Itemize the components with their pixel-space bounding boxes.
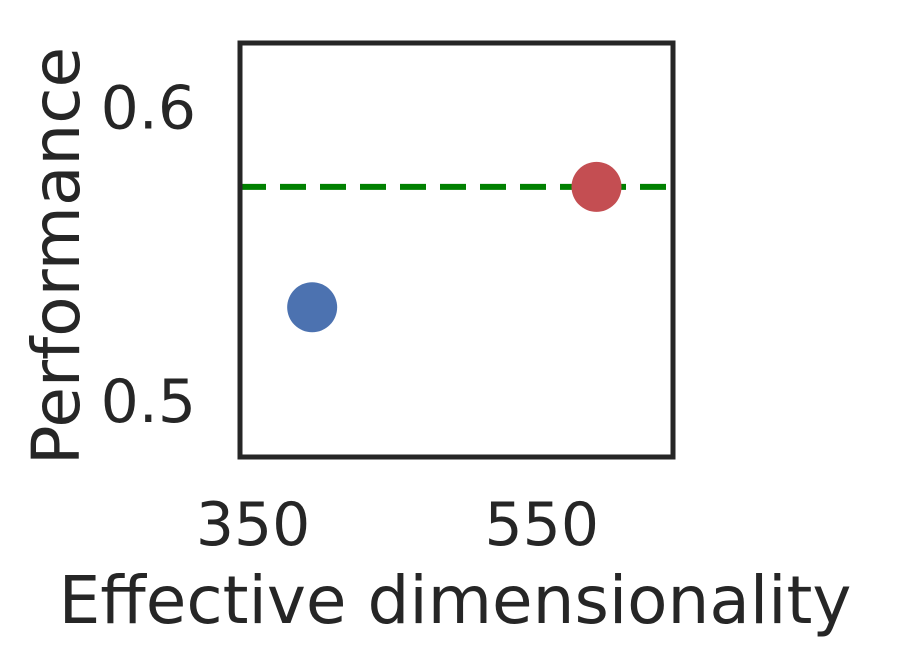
x-axis-label: Effective dimensionality: [59, 562, 852, 639]
x-tick-label-1: 350: [196, 490, 311, 560]
data-point-2: [571, 161, 622, 212]
data-point-1: [287, 282, 338, 333]
y-tick-label-1: 0.5: [101, 367, 196, 437]
y-tick-labels: 0.5 0.6: [101, 74, 196, 438]
y-tick-label-2: 0.6: [101, 74, 196, 144]
x-tick-label-2: 550: [484, 490, 599, 560]
data-points: [287, 161, 622, 333]
plot-frame: [237, 40, 676, 460]
x-tick-labels: 350 550: [196, 490, 599, 560]
y-axis-label: Performance: [18, 47, 95, 465]
